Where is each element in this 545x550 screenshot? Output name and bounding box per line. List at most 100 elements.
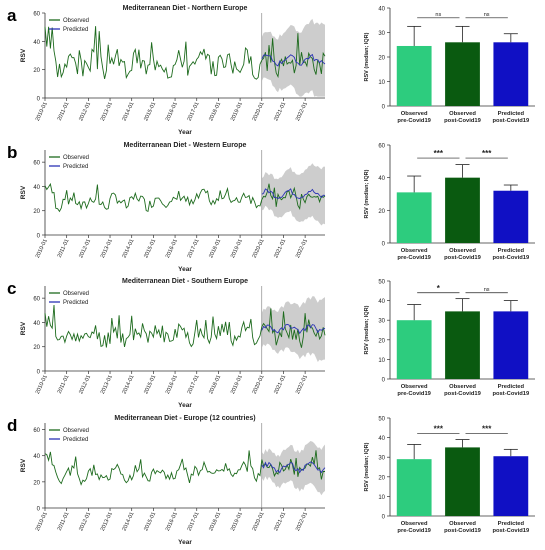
y-tick-label: 40	[33, 454, 40, 460]
x-tick-label: 2017-01	[187, 374, 201, 395]
prediction-interval	[261, 296, 325, 362]
y-tick-label: 20	[33, 68, 40, 74]
legend-predicted: Predicted	[63, 164, 88, 170]
bar-y-tick-label: 0	[382, 105, 386, 111]
significance-label: *	[437, 284, 441, 293]
bar-category-label: post-Covid19	[444, 255, 481, 261]
line-chart-d: Mediterranean Diet - Europe (12 countrie…	[20, 415, 326, 546]
x-tick-label: 2020-01	[252, 374, 266, 395]
x-tick-label: 2016-01	[165, 511, 179, 532]
significance-label: ns	[484, 287, 490, 293]
x-tick-label: 2013-01	[100, 238, 114, 259]
x-axis-label: Year	[178, 402, 192, 409]
x-tick-label: 2014-01	[122, 511, 136, 532]
bar-category-label: Observed	[401, 248, 428, 254]
predicted-series	[261, 461, 326, 474]
y-tick-label: 20	[33, 480, 40, 486]
bar-1	[445, 42, 480, 106]
bar-category-label: Predicted	[498, 111, 525, 117]
legend-predicted: Predicted	[63, 27, 88, 33]
bar-category-label: post-Covid19	[444, 118, 481, 124]
bar-0	[396, 459, 432, 516]
bar-y-axis-label: RSV (median; IQR)	[364, 305, 370, 354]
bar-2	[493, 42, 529, 106]
y-tick-label: 60	[33, 428, 40, 434]
bar-y-tick-label: 10	[378, 358, 385, 364]
x-tick-label: 2013-01	[100, 374, 114, 395]
x-tick-label: 2011-01	[57, 511, 71, 531]
legend-observed: Observed	[63, 18, 89, 24]
x-tick-label: 2010-01	[35, 374, 49, 395]
bar-y-tick-label: 40	[378, 176, 385, 182]
x-tick-label: 2012-01	[78, 374, 92, 395]
x-tick-label: 2013-01	[100, 101, 114, 122]
y-tick-label: 40	[33, 321, 40, 327]
x-tick-label: 2013-01	[100, 511, 114, 532]
y-tick-label: 60	[33, 297, 40, 303]
x-tick-label: 2021-01	[273, 374, 287, 395]
significance-label: ***	[482, 149, 492, 158]
x-tick-label: 2010-01	[35, 238, 49, 259]
bar-y-tick-label: 60	[378, 144, 385, 150]
y-axis-label: RSV	[20, 185, 27, 199]
predicted-series	[261, 188, 326, 200]
y-axis-label: RSV	[20, 321, 27, 335]
legend-predicted: Predicted	[63, 437, 88, 443]
bar-category-label: pre-Covid19	[397, 391, 431, 397]
bar-y-axis-label: RSV (median; IQR)	[364, 169, 370, 218]
y-tick-label: 20	[33, 209, 40, 215]
x-tick-label: 2017-01	[187, 101, 201, 122]
line-chart-b: Mediterranean Diet - Western Europe 0 20 40…	[20, 142, 326, 273]
significance-label: ns	[484, 12, 490, 18]
x-tick-label: 2010-01	[35, 511, 49, 532]
bar-y-tick-label: 0	[382, 378, 386, 384]
bar-y-tick-label: 50	[378, 417, 385, 423]
significance-label: ns	[435, 12, 441, 18]
bar-category-label: post-Covid19	[444, 391, 481, 397]
bar-category-label: Observed	[449, 248, 476, 254]
y-tick-label: 20	[33, 345, 40, 351]
bar-0	[396, 45, 432, 106]
x-tick-label: 2011-01	[57, 374, 71, 394]
x-tick-label: 2022-01	[295, 238, 309, 259]
line-chart-c: Mediterranean Diet - Southern Europe 0 20 4…	[20, 278, 326, 409]
x-tick-label: 2012-01	[78, 238, 92, 259]
chart-title: Mediterranean Diet - Western Europe	[124, 142, 247, 149]
x-tick-label: 2021-01	[273, 511, 287, 532]
bar-1	[445, 177, 480, 243]
bar-y-tick-label: 30	[378, 456, 385, 462]
bar-0	[396, 192, 432, 243]
x-tick-label: 2014-01	[122, 374, 136, 395]
x-tick-label: 2019-01	[230, 511, 244, 532]
y-tick-label: 60	[33, 12, 40, 18]
x-axis-label: Year	[178, 539, 192, 546]
panel-letter: a	[7, 6, 17, 25]
prediction-interval	[261, 18, 325, 97]
panel-letter: c	[7, 279, 17, 298]
x-tick-label: 2021-01	[273, 101, 287, 122]
bar-2	[493, 190, 529, 243]
x-axis-label: Year	[178, 129, 192, 136]
y-tick-label: 0	[37, 97, 41, 103]
x-tick-label: 2016-01	[165, 238, 179, 259]
x-tick-label: 2020-01	[252, 101, 266, 122]
x-tick-label: 2018-01	[208, 101, 222, 122]
bar-category-label: post-Covid19	[492, 118, 529, 124]
x-tick-label: 2014-01	[122, 101, 136, 122]
bar-y-axis-label: RSV (median; IQR)	[364, 442, 370, 491]
bar-category-label: Observed	[449, 384, 476, 390]
observed-series	[44, 450, 325, 486]
x-tick-label: 2012-01	[78, 511, 92, 532]
bar-y-tick-label: 30	[378, 31, 385, 37]
x-tick-label: 2022-01	[295, 374, 309, 395]
chart-title: Mediterranean Diet - Southern Europe	[122, 278, 248, 285]
observed-series	[44, 304, 326, 348]
predicted-series	[261, 53, 326, 67]
bar-y-tick-label: 40	[378, 7, 385, 13]
line-chart-a: Mediterranean Diet - Northern Europe 0 20 4…	[20, 5, 326, 136]
bar-y-tick-label: 40	[378, 299, 385, 305]
y-tick-label: 0	[37, 507, 41, 513]
